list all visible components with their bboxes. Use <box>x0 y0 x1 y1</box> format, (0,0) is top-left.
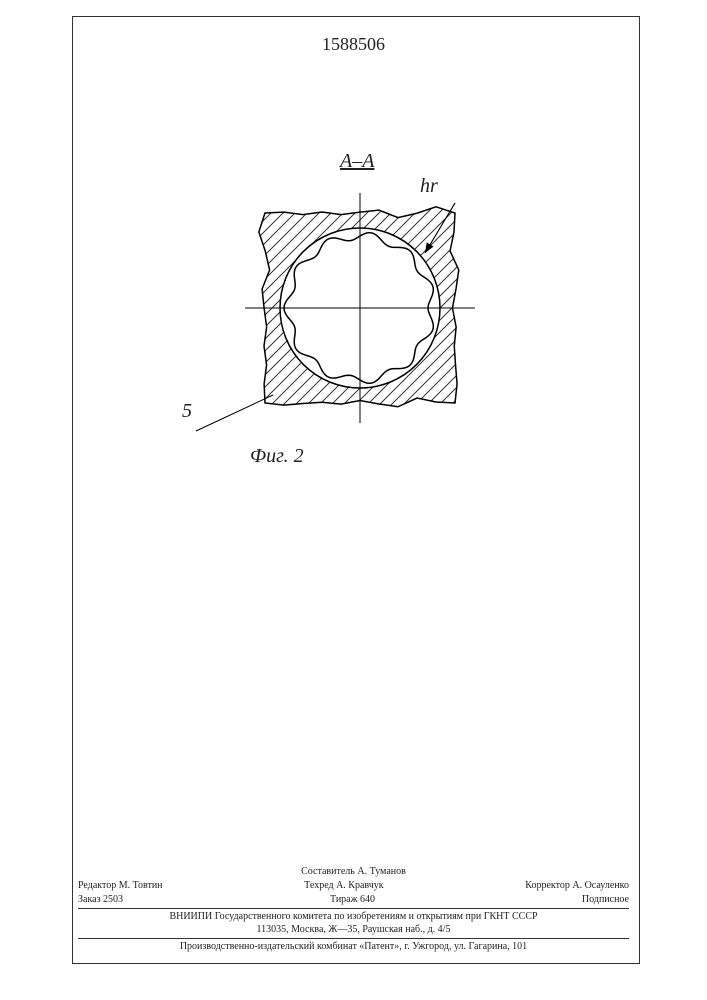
separator-1 <box>78 908 629 909</box>
editor-label: Редактор М. Товтин <box>78 880 163 892</box>
order-row: Заказ 2503 Тираж 640 Подписное <box>78 894 629 906</box>
org-line-3: Производственно-издательский комбинат «П… <box>78 941 629 953</box>
figure-caption: Фиг. 2 <box>250 445 304 468</box>
order-label: Заказ 2503 <box>78 894 123 906</box>
separator-2 <box>78 938 629 939</box>
compiler-line: Составитель А. Туманов <box>78 866 629 878</box>
credits-row: Редактор М. Товтин Техред А. Кравчук Кор… <box>78 880 629 892</box>
corrector-label: Корректор А. Осауленко <box>525 880 629 892</box>
org-line-2: 113035, Москва, Ж—35, Раушская наб., д. … <box>78 924 629 936</box>
figure-2-diagram <box>190 148 530 468</box>
colophon-block: Составитель А. Туманов Редактор М. Товти… <box>78 866 629 954</box>
org-line-1: ВНИИПИ Государственного комитета по изоб… <box>78 911 629 923</box>
subscription-label: Подписное <box>582 894 629 906</box>
tech-editor-label: Техред А. Кравчук <box>304 880 384 892</box>
document-number: 1588506 <box>322 34 385 55</box>
circulation-label: Тираж 640 <box>330 894 375 906</box>
